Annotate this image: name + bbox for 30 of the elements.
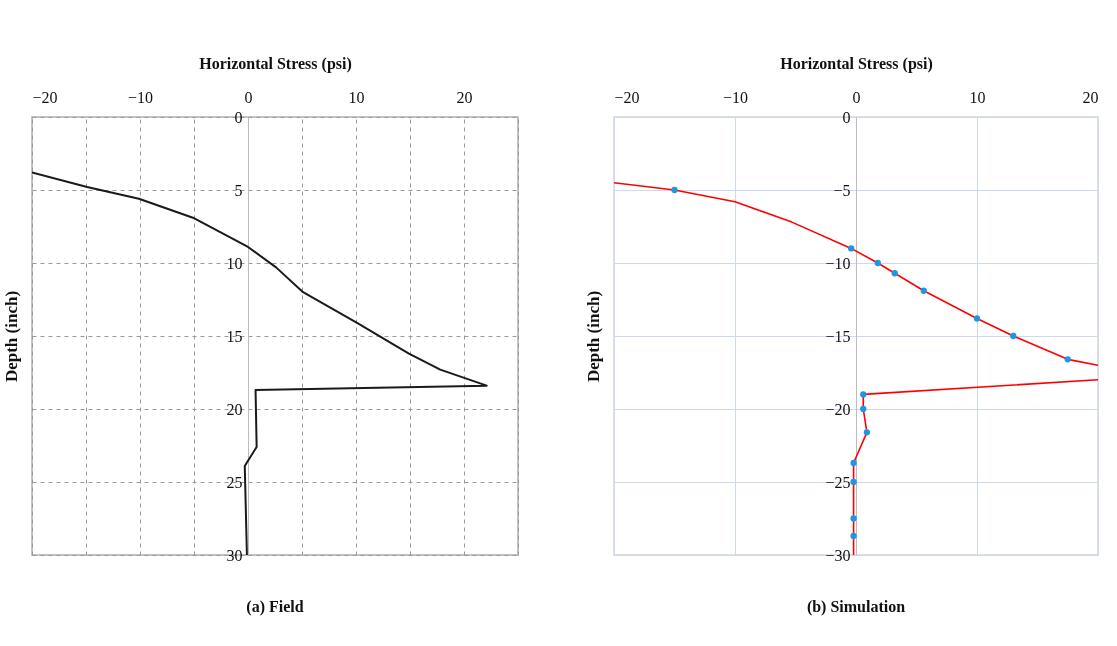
y-tick-label: −20 — [825, 400, 851, 418]
text: (a) Field — [246, 598, 304, 616]
y-tick-label: 5 — [234, 181, 243, 199]
x-tick-label: 10 — [348, 88, 365, 106]
y-tick-label: −10 — [825, 254, 851, 272]
line-series — [852, 379, 1098, 555]
x-tick-label: −10 — [722, 88, 749, 106]
y-tick-label: 10 — [226, 254, 243, 272]
x-tick-label: −20 — [32, 88, 58, 106]
x-tick-label: −20 — [614, 88, 640, 106]
y-tick-label: −30 — [825, 546, 851, 564]
y-tick-label: −15 — [825, 327, 851, 345]
x-tick-label: 10 — [969, 88, 986, 106]
x-tick-label: 20 — [456, 88, 473, 106]
y-axis-title: Depth (inch) — [1, 290, 21, 383]
x-axis-title: Horizontal Stress (psi) — [199, 54, 352, 73]
line-series — [614, 181, 1098, 366]
y-tick-label: −5 — [833, 181, 851, 199]
y-tick-label: 30 — [226, 546, 243, 564]
y-tick-label: 15 — [226, 327, 243, 345]
x-axis-title: Horizontal Stress (psi) — [780, 54, 933, 73]
x-tick-label: −10 — [127, 88, 154, 106]
y-tick-label: 20 — [226, 400, 243, 418]
text: (b) Simulation — [806, 598, 906, 616]
y-tick-label: 0 — [842, 108, 851, 126]
x-tick-label: 20 — [1082, 88, 1099, 106]
y-tick-label: 0 — [234, 108, 243, 126]
y-tick-label: 25 — [226, 473, 243, 491]
y-tick-label: −25 — [825, 473, 851, 491]
y-axis-title: Depth (inch) — [583, 290, 603, 383]
